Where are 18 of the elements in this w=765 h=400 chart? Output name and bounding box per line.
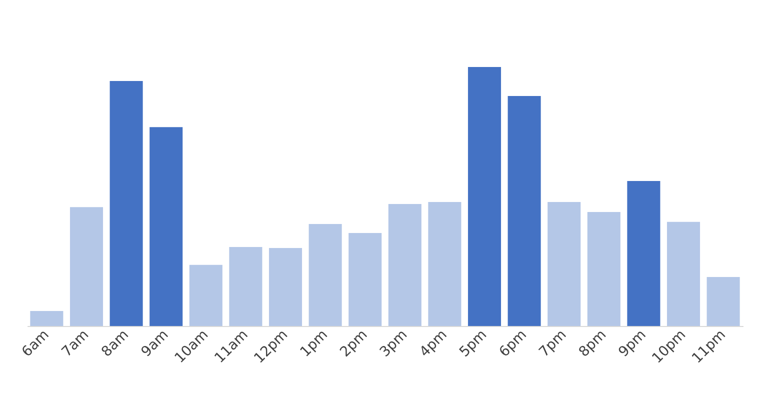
bar — [706, 277, 740, 326]
bar — [268, 248, 302, 326]
bar — [666, 222, 700, 326]
bar — [587, 212, 620, 326]
bar — [30, 310, 64, 326]
bar — [70, 207, 104, 326]
bar — [627, 180, 660, 326]
bar — [150, 127, 183, 326]
bar — [110, 80, 143, 326]
bar — [388, 204, 422, 326]
bar — [508, 96, 541, 326]
bar — [229, 247, 262, 326]
bar — [468, 67, 502, 326]
bar — [189, 264, 222, 326]
bar — [548, 202, 581, 326]
bar — [348, 233, 382, 326]
bar — [308, 224, 342, 326]
bar — [428, 202, 462, 326]
